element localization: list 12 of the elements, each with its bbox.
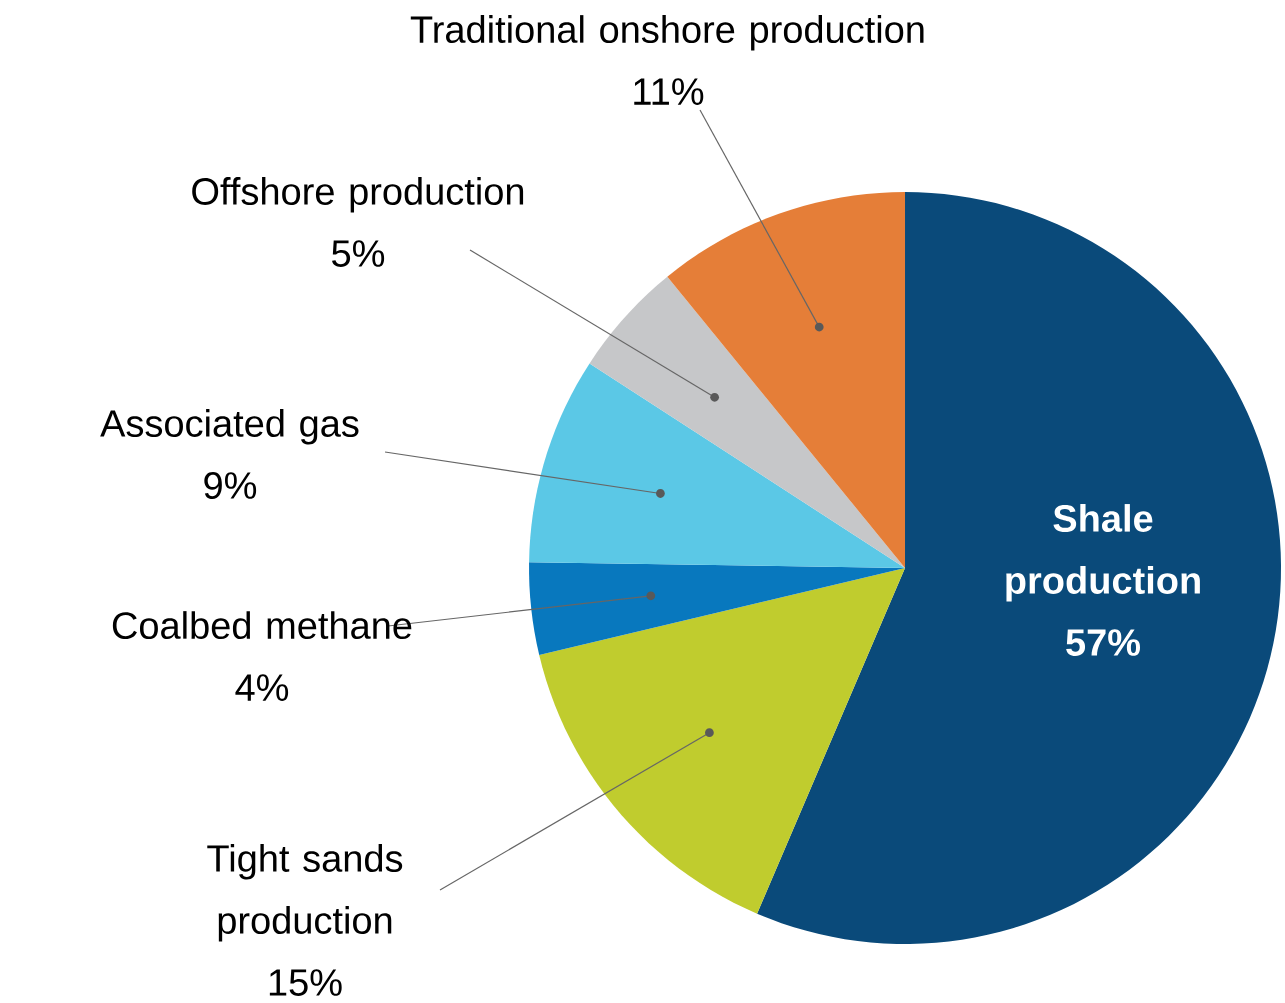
slice-label: Shale production — [1006, 504, 1200, 602]
data-label: 4% — [235, 674, 289, 701]
slice-label: Coalbed methane — [112, 611, 412, 640]
slice-label: Tight sands production — [207, 844, 403, 942]
data-label: 11% — [634, 78, 704, 105]
data-label: 57% — [1066, 629, 1141, 656]
data-label: 9% — [204, 472, 257, 499]
data-label: 15% — [269, 969, 342, 996]
data-label: 5% — [332, 240, 385, 267]
slice-label: Traditional onshore production — [410, 15, 924, 51]
slice-label: Associated gas — [100, 409, 359, 445]
slice-label: Offshore production — [192, 177, 524, 213]
